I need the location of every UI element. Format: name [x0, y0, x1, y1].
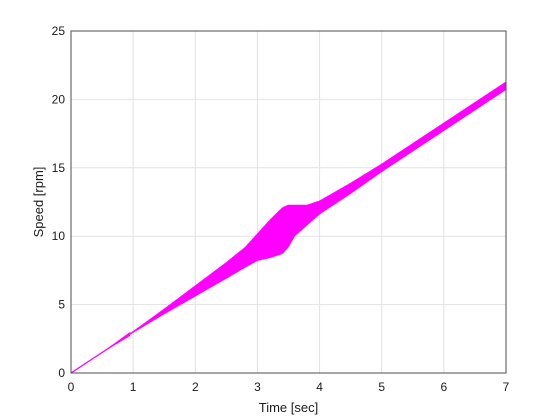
x-axis-label: Time [sec] [259, 400, 318, 415]
series-layer [70, 81, 507, 374]
x-tick-label: 3 [254, 380, 261, 394]
y-tick-label: 10 [52, 229, 66, 243]
tick-labels: 0 1 2 3 4 5 6 7 0 5 10 15 20 25 [52, 24, 510, 394]
x-tick-label: 4 [316, 380, 323, 394]
plot-frame [70, 30, 507, 374]
y-tick-label: 0 [58, 366, 65, 380]
speed-series-line [70, 85, 507, 374]
y-tick-label: 25 [52, 24, 66, 38]
x-tick-label: 7 [503, 380, 510, 394]
y-tick-label: 15 [52, 161, 66, 175]
x-tick-label: 1 [130, 380, 137, 394]
x-tick-label: 2 [192, 380, 199, 394]
y-axis-label: Speed [rpm] [31, 167, 46, 238]
grid [70, 30, 507, 374]
y-tick-label: 20 [52, 92, 66, 106]
x-tick-label: 5 [378, 380, 385, 394]
x-tick-label: 6 [441, 380, 448, 394]
x-tick-label: 0 [68, 380, 75, 394]
y-tick-label: 5 [58, 298, 65, 312]
